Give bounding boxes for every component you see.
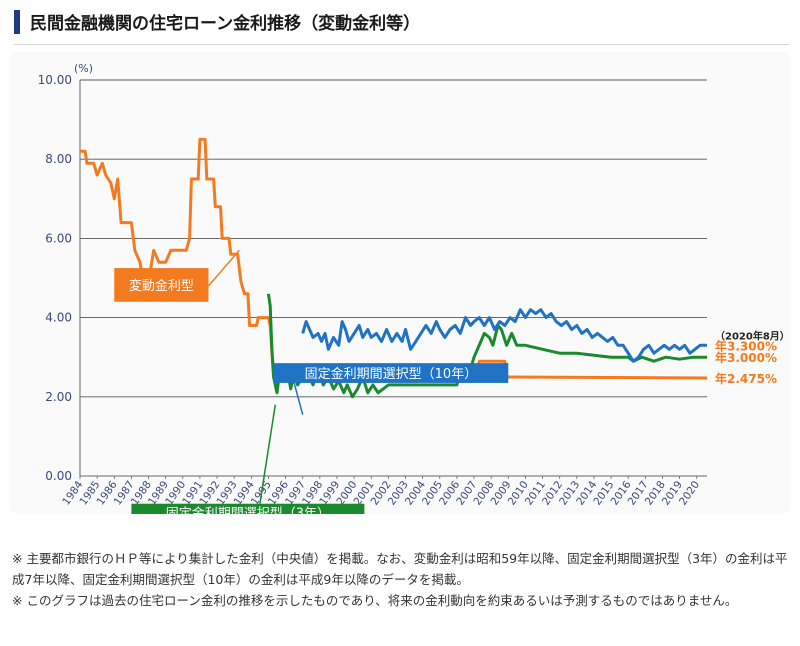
series-line <box>80 137 708 383</box>
chart-panel: 0.00 2.00 4.00 6.00 8.00 10.00 (%) 1984 1985 1986… <box>10 52 790 522</box>
series-end-label: 年3.300% <box>715 338 777 353</box>
y-tick-label: 10.00 <box>38 73 72 87</box>
callout-box <box>273 363 509 383</box>
page-title: 民間金融機関の住宅ローン金利推移（変動金利等） <box>30 14 421 34</box>
y-tick-label: 2.00 <box>45 390 72 404</box>
callout-pointer <box>207 249 240 287</box>
series-legend-label: 固定金利期間選択型（3年） <box>166 506 330 514</box>
callout-pointer <box>293 382 304 415</box>
title-divider <box>14 44 790 45</box>
y-tick-label: 0.00 <box>45 469 72 483</box>
notes: ※ 主要都市銀行のＨＰ等により集計した金利（中央値）を掲載。なお、変動金利は昭和… <box>12 548 788 611</box>
note-1: ※ 主要都市銀行のＨＰ等により集計した金利（中央値）を掲載。なお、変動金利は昭和… <box>12 551 788 587</box>
title-accent-bar <box>14 10 20 34</box>
series-legend-label: 変動金利型 <box>129 278 194 294</box>
y-tick-label: 8.00 <box>45 152 72 166</box>
y-tick-label: 4.00 <box>45 311 72 325</box>
y-axis-unit: (%) <box>74 62 93 75</box>
y-tick-label: 6.00 <box>45 231 72 245</box>
callout-pointer <box>259 404 277 504</box>
callout-box <box>114 268 209 302</box>
rate-chart: 0.002.004.006.008.0010.00(%)198419851986… <box>38 62 790 522</box>
series-end-label: 年3.000% <box>715 350 777 365</box>
series-end-label: 年2.475% <box>715 371 777 386</box>
date-annotation: （2020年8月） <box>715 329 790 342</box>
series-line <box>301 308 707 363</box>
note-2: ※ このグラフは過去の住宅ローン金利の推移を示したものであり、将来の金利動向を約… <box>12 593 738 608</box>
series-legend-label: 固定金利期間選択型（10年） <box>305 366 478 382</box>
